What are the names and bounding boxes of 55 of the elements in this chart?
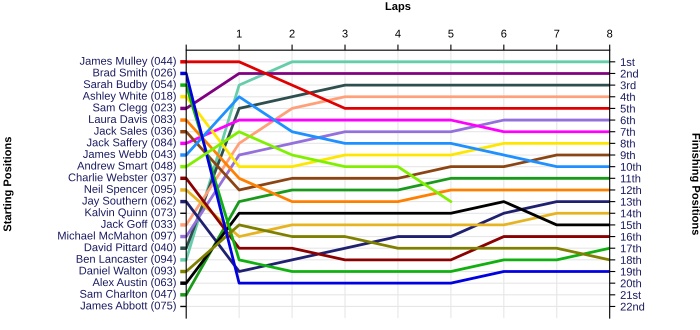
x-tick-label: 1 [236, 30, 242, 38]
x-tick-label: 5 [448, 30, 454, 38]
x-tick-label: 3 [342, 30, 348, 38]
legend-label: Charlie Webster (037) [68, 173, 176, 184]
legend-label: Alex Austin (063) [92, 278, 176, 288]
y-tick-label: 10th [620, 162, 642, 171]
y-axis-title: Finishing Positions [690, 134, 700, 235]
y-tick-label: 14th [620, 209, 642, 218]
y-tick-label: 6th [620, 116, 635, 124]
y-tick-label: 16th [620, 232, 642, 241]
legend-label: Daniel Walton (093) [80, 266, 176, 277]
x-tick-label: 8 [607, 30, 612, 38]
y-tick-label: 17th [620, 244, 642, 252]
legend-label: Ben Lancaster (094) [76, 254, 176, 266]
legend-label: Laura Davis (083) [89, 114, 176, 126]
y-tick-label: 7th [620, 128, 635, 136]
legend-label: James Webb (043) [82, 150, 176, 160]
y-tick-label: 1st [620, 58, 635, 66]
legend-label: Brad Smith (026) [93, 68, 176, 79]
legend-label: Michael McMahon (097) [58, 231, 176, 242]
y-tick-label: 11th [620, 174, 640, 182]
y-tick-label: 3rd [620, 81, 636, 90]
y-tick-label: 15th [620, 220, 642, 230]
legend-label: Neil Spencer (095) [84, 184, 176, 196]
x-tick-label: 2 [290, 30, 295, 38]
legend-label: Jack Saffery (084) [86, 138, 176, 149]
y-tick-label: 2nd [620, 69, 638, 78]
text: James Abbott (075) [80, 301, 176, 312]
y-tick-label: 21st [620, 291, 642, 299]
text: Starting Positions [3, 137, 14, 232]
y-tick-label: 13th [620, 198, 642, 206]
x-tick-label: 6 [501, 30, 506, 38]
legend-label: James Mulley (044) [80, 56, 176, 67]
y-tick-label: 5th [620, 104, 635, 113]
y-tick-label: 9th [620, 150, 635, 160]
x-tick-label: 7 [554, 30, 560, 38]
y-tick-label: 8th [620, 139, 635, 148]
legend-label: Sam Charlton (047) [80, 290, 176, 300]
y-tick-label: 12th [620, 186, 642, 194]
y-tick-label: 19th [620, 267, 642, 276]
legend-label: Jack Goff (033) [100, 220, 176, 230]
legend-label: David Pittard (040) [84, 243, 176, 254]
y-tick-label: 18th [620, 256, 642, 264]
y-tick-label: 22nd [620, 302, 644, 311]
x-tick-label: 4 [395, 30, 401, 38]
x-axis-title: Laps [386, 2, 410, 12]
legend-label: Sam Clegg (023) [93, 103, 176, 114]
legend-label: Jay Southern (062) [82, 196, 176, 207]
legend-label: Sarah Budby (054) [84, 80, 176, 90]
legend-label: Ashley White (018) [82, 92, 176, 102]
y-tick-label: 4th [620, 92, 635, 101]
text: Kalvin Quinn (073) [85, 208, 176, 218]
legend-label: Andrew Smart (048) [77, 161, 176, 172]
y-tick-label: 20th [620, 279, 642, 288]
legend-label: Jack Sales (036) [94, 126, 176, 137]
